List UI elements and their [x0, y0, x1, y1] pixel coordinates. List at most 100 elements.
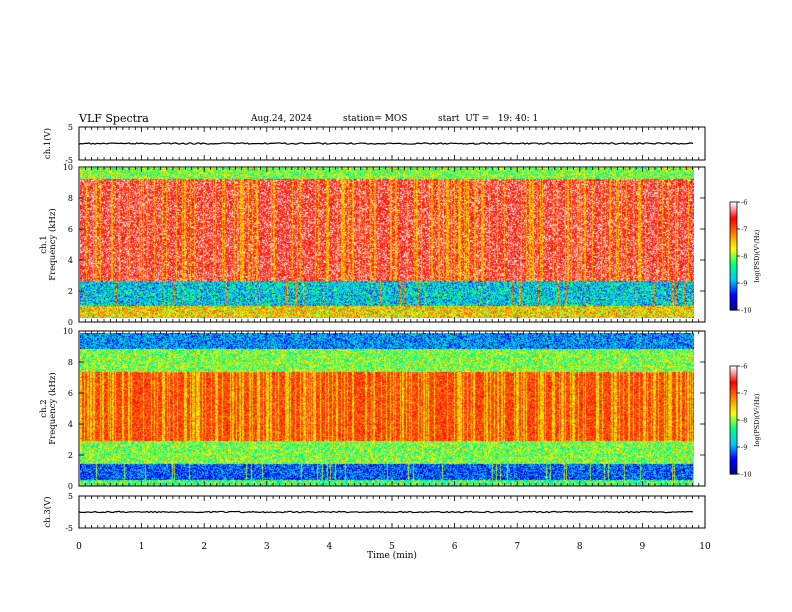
- y-tick-label: 2: [68, 287, 73, 296]
- colorbar-cell: [730, 375, 737, 378]
- y-tick-label: 4: [68, 256, 73, 265]
- colorbar-tick-label: -6: [741, 363, 747, 371]
- x-tick-label: 0: [76, 542, 82, 552]
- y-axis-label: Frequency (kHz): [47, 208, 58, 280]
- colorbar-cell: [730, 463, 737, 466]
- colorbar-cell: [730, 277, 737, 280]
- colorbar-cell: [730, 382, 737, 385]
- colorbar-cell: [730, 421, 737, 425]
- y-tick-label: -5: [65, 524, 73, 533]
- colorbar-cell: [730, 448, 737, 452]
- x-tick-label: 9: [640, 542, 646, 552]
- colorbar-cell: [730, 391, 737, 394]
- colorbar-cell: [730, 295, 737, 298]
- colorbar-cell: [730, 452, 737, 455]
- y-tick-label: -5: [65, 156, 73, 165]
- x-tick-label: 10: [699, 542, 711, 552]
- panel-frame-2: [78, 166, 706, 323]
- x-tick-label: 7: [514, 542, 520, 552]
- colorbar-cell: [730, 409, 737, 412]
- colorbar-cell: [730, 436, 737, 439]
- colorbar-cell: [730, 468, 737, 471]
- colorbar-cell: [730, 227, 737, 230]
- colorbar-tick-label: -8: [741, 417, 747, 425]
- colorbar-cell: [730, 241, 737, 244]
- colorbar-cell: [730, 416, 737, 419]
- colorbar-cell: [730, 306, 737, 309]
- colorbar-cell: [730, 259, 737, 262]
- colorbar-cell: [730, 261, 737, 264]
- colorbar-tick-label: -8: [741, 253, 747, 261]
- x-tick-label: 8: [577, 542, 583, 552]
- colorbar-cell: [730, 266, 737, 270]
- colorbar-cell: [730, 220, 737, 223]
- colorbar-cell: [730, 373, 737, 376]
- figure-title: VLF Spectra: [79, 112, 149, 125]
- colorbar-cell: [730, 425, 737, 428]
- colorbar-cell: [730, 443, 737, 446]
- y-axis-label: Frequency (kHz): [47, 372, 58, 444]
- colorbar-tick-label: -6: [741, 199, 747, 207]
- x-tick-label: 3: [264, 542, 270, 552]
- waveform-trace-1: [78, 142, 694, 145]
- x-tick-label: 2: [201, 542, 207, 552]
- colorbar-cell: [730, 257, 737, 261]
- colorbar-cell: [730, 265, 737, 268]
- colorbar-cell: [730, 243, 737, 246]
- colorbar-cell: [730, 230, 737, 234]
- y-tick-label: 5: [68, 123, 73, 132]
- colorbar-cell: [730, 245, 737, 248]
- colorbar-cell: [730, 441, 737, 444]
- colorbar-cell: [730, 366, 737, 369]
- colorbar-cell: [730, 290, 737, 293]
- colorbar-cell: [730, 250, 737, 253]
- colorbar-cell: [730, 376, 737, 380]
- colorbar-cell: [730, 412, 737, 416]
- colorbar-tick-label: -10: [741, 471, 751, 479]
- colorbar-cell: [730, 405, 737, 408]
- x-tick-label: 6: [452, 542, 458, 552]
- colorbar-cell: [730, 281, 737, 284]
- colorbar-cell: [730, 429, 737, 432]
- colorbar-cell: [730, 209, 737, 212]
- y-axis-label: ch.1(V): [42, 128, 53, 159]
- colorbar-cell: [730, 407, 737, 410]
- station-label: station= MOS: [343, 114, 408, 124]
- colorbar-cell: [730, 239, 737, 243]
- colorbar-cell: [730, 400, 737, 403]
- colorbar-cell: [730, 420, 737, 423]
- colorbar-cell: [730, 236, 737, 239]
- colorbar-cell: [730, 384, 737, 387]
- colorbar-cell: [730, 308, 737, 311]
- colorbar-cell: [730, 284, 737, 288]
- colorbar-cell: [730, 414, 737, 417]
- colorbar-cell: [730, 283, 737, 286]
- colorbar-cell: [730, 459, 737, 462]
- colorbar-cell: [730, 457, 737, 461]
- colorbar-cell: [730, 438, 737, 441]
- y-axis-label: ch.1: [39, 235, 49, 253]
- colorbar-cell: [730, 302, 737, 306]
- colorbar-cell: [730, 274, 737, 277]
- colorbar-cell: [730, 461, 737, 464]
- colorbar-cell: [730, 211, 737, 214]
- colorbar-label: log(PSD)(V²/Hz): [753, 229, 761, 282]
- colorbar-cell: [730, 472, 737, 475]
- colorbar-cell: [730, 270, 737, 273]
- colorbar-cell: [730, 387, 737, 390]
- colorbar-cell: [730, 450, 737, 453]
- colorbar-cell: [730, 225, 737, 228]
- colorbar-cell: [730, 396, 737, 399]
- colorbar-cell: [730, 403, 737, 407]
- colorbar-cell: [730, 423, 737, 426]
- colorbar-cell: [730, 371, 737, 374]
- colorbar-cell: [730, 402, 737, 405]
- x-tick-label: 4: [327, 542, 333, 552]
- colorbar-cell: [730, 432, 737, 435]
- colorbar-cell: [730, 427, 737, 430]
- colorbar-cell: [730, 385, 737, 389]
- colorbar-cell: [730, 203, 737, 207]
- colorbar-cell: [730, 299, 737, 302]
- waveform-trace-4: [78, 510, 694, 514]
